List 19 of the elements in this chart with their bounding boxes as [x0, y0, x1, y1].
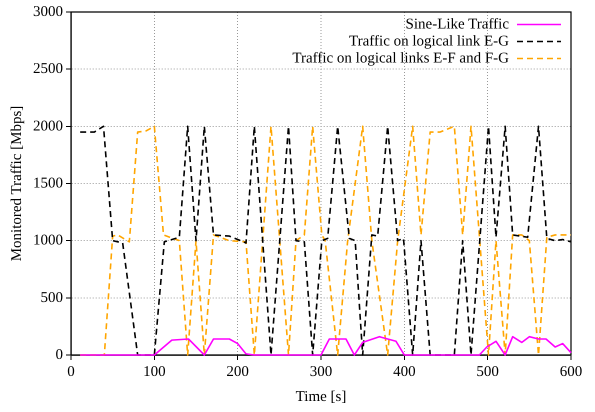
legend-label: Sine-Like Traffic: [406, 16, 510, 32]
x-tick-label: 600: [560, 364, 582, 380]
y-tick-label: 1500: [33, 175, 63, 192]
x-tick-label: 100: [143, 364, 166, 380]
x-axis-title: Time [s]: [296, 388, 346, 405]
legend-label: Traffic on logical links E-F and F-G: [292, 50, 510, 66]
x-tick-label: 500: [476, 364, 499, 380]
y-tick-label: 2500: [33, 61, 63, 78]
x-tick-label: 300: [310, 364, 332, 380]
y-tick-label: 2000: [33, 118, 63, 134]
y-tick-label: 0: [56, 346, 63, 363]
y-tick-label: 1000: [33, 232, 63, 249]
x-tick-label: 0: [67, 364, 75, 380]
x-tick-label: 200: [226, 364, 249, 380]
y-axis-title: Monitored Traffic [Mbps]: [8, 106, 25, 262]
x-tick-label: 400: [393, 364, 416, 380]
y-tick-label: 3000: [33, 4, 63, 20]
legend-label: Traffic on logical link E-G: [349, 33, 510, 50]
y-tick-label: 500: [40, 290, 63, 306]
